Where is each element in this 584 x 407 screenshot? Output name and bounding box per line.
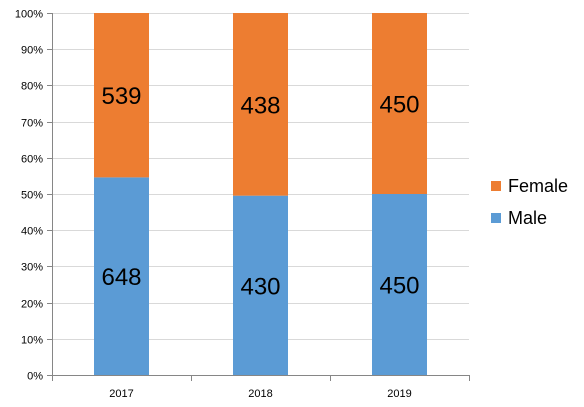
- y-tick-label: 80%: [21, 81, 43, 93]
- y-tick-label: 10%: [21, 335, 43, 347]
- y-tick-label: 0%: [27, 371, 43, 383]
- y-tick-label: 40%: [21, 226, 43, 238]
- legend-swatch-male: [491, 213, 501, 223]
- y-tick-label: 100%: [15, 9, 43, 21]
- x-tick-label: 2019: [387, 388, 411, 400]
- data-labels: 648 539 430 438 450 450: [101, 83, 419, 300]
- data-label-female-2019: 450: [379, 92, 419, 119]
- bar-female-2018: [233, 13, 288, 196]
- y-tick-label: 90%: [21, 45, 43, 57]
- y-tick-label: 30%: [21, 262, 43, 274]
- x-tick-label: 2018: [248, 388, 272, 400]
- legend: Female Male: [491, 176, 568, 228]
- data-label-male-2017: 648: [101, 264, 141, 291]
- y-tick-label: 70%: [21, 118, 43, 130]
- y-tick-label: 60%: [21, 154, 43, 166]
- bars: [94, 13, 427, 375]
- legend-label-female: Female: [508, 176, 568, 196]
- bar-female-2017: [94, 13, 149, 178]
- x-tick-label: 2017: [109, 388, 133, 400]
- axes: 0% 10% 20% 30% 40% 50% 60% 70% 80% 90% 100% 2017 201…: [15, 9, 470, 400]
- bar-male-2018: [233, 195, 288, 375]
- data-label-female-2017: 539: [101, 83, 141, 110]
- bar-female-2019: [372, 13, 427, 194]
- y-tick-label: 20%: [21, 299, 43, 311]
- data-label-male-2019: 450: [379, 273, 419, 300]
- bar-male-2019: [372, 194, 427, 375]
- bar-male-2017: [94, 177, 149, 375]
- legend-swatch-female: [491, 181, 501, 191]
- legend-label-male: Male: [508, 208, 547, 228]
- data-label-female-2018: 438: [240, 92, 280, 119]
- y-tick-label: 50%: [21, 190, 43, 202]
- data-label-male-2018: 430: [240, 273, 280, 300]
